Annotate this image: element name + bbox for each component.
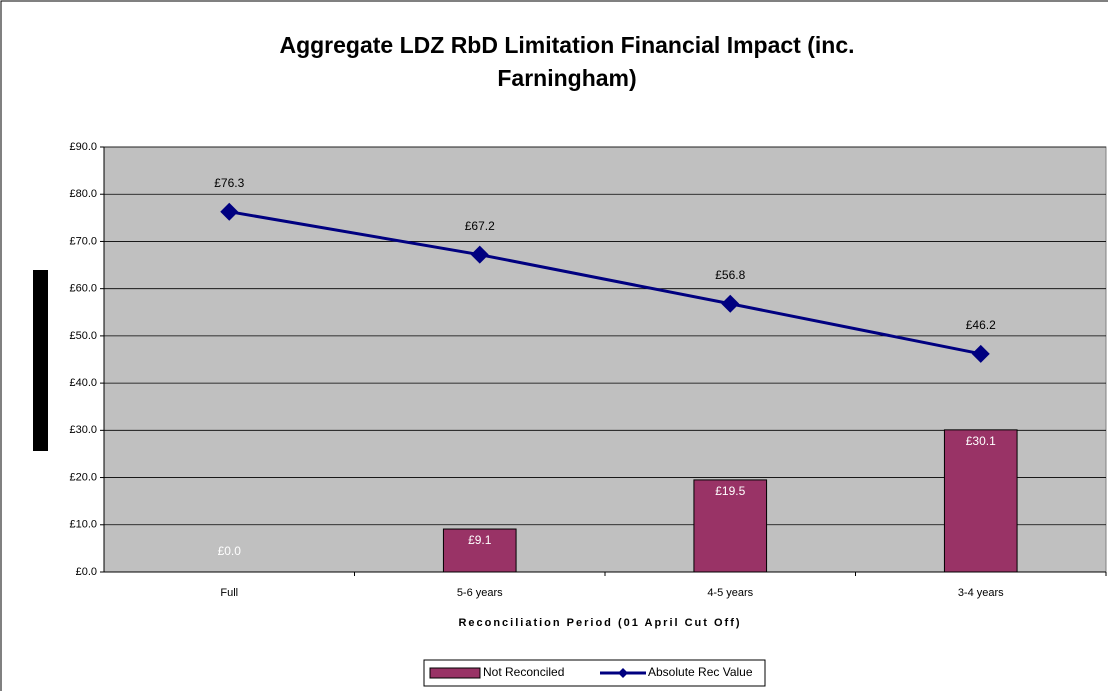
- y-tick-label: £80.0: [69, 188, 97, 200]
- redacted-axis-label: [33, 270, 48, 451]
- line: [228, 210, 982, 356]
- y-tick-label: £40.0: [69, 377, 97, 389]
- legend-label: Not Reconciled: [483, 665, 564, 679]
- line-marker: [971, 344, 990, 363]
- y-tick-label: £20.0: [69, 471, 97, 483]
- line-value-label: £56.8: [715, 268, 745, 282]
- bar-value-label: £0.0: [218, 544, 242, 558]
- line-marker: [470, 245, 489, 264]
- bar: [442, 528, 517, 573]
- x-tick-label: 3-4 years: [958, 587, 1004, 599]
- y-tick-label: £70.0: [69, 235, 97, 247]
- y-tick-label: £90.0: [69, 141, 97, 153]
- x-axis-title: Reconciliation Period (01 April Cut Off): [458, 617, 741, 629]
- legend: [423, 659, 766, 687]
- bar-value-label: £30.1: [966, 434, 996, 448]
- bar: [693, 479, 768, 573]
- y-tick-label: £0.0: [76, 566, 97, 578]
- y-tick-label: £60.0: [69, 283, 97, 295]
- x-tick-label: Full: [220, 587, 238, 599]
- line-value-label: £46.2: [966, 318, 996, 332]
- line-marker: [721, 294, 740, 313]
- bar-value-label: £19.5: [715, 484, 745, 498]
- legend-swatch: [429, 667, 481, 679]
- chart-title: Aggregate LDZ RbD Limitation Financial I…: [279, 32, 854, 58]
- line-value-label: £76.3: [214, 176, 244, 190]
- y-tick-label: £30.0: [69, 424, 97, 436]
- x-tick-label: 4-5 years: [707, 587, 753, 599]
- chart-title: Farningham): [497, 65, 636, 91]
- y-tick-label: £10.0: [69, 519, 97, 531]
- y-tick-label: £50.0: [69, 330, 97, 342]
- bar: [943, 429, 1018, 573]
- line-marker: [220, 202, 239, 221]
- legend-swatch: [618, 668, 628, 678]
- legend-label: Absolute Rec Value: [648, 665, 753, 679]
- line-value-label: £67.2: [465, 219, 495, 233]
- bar-value-label: £9.1: [468, 533, 492, 547]
- x-tick-label: 5-6 years: [457, 587, 503, 599]
